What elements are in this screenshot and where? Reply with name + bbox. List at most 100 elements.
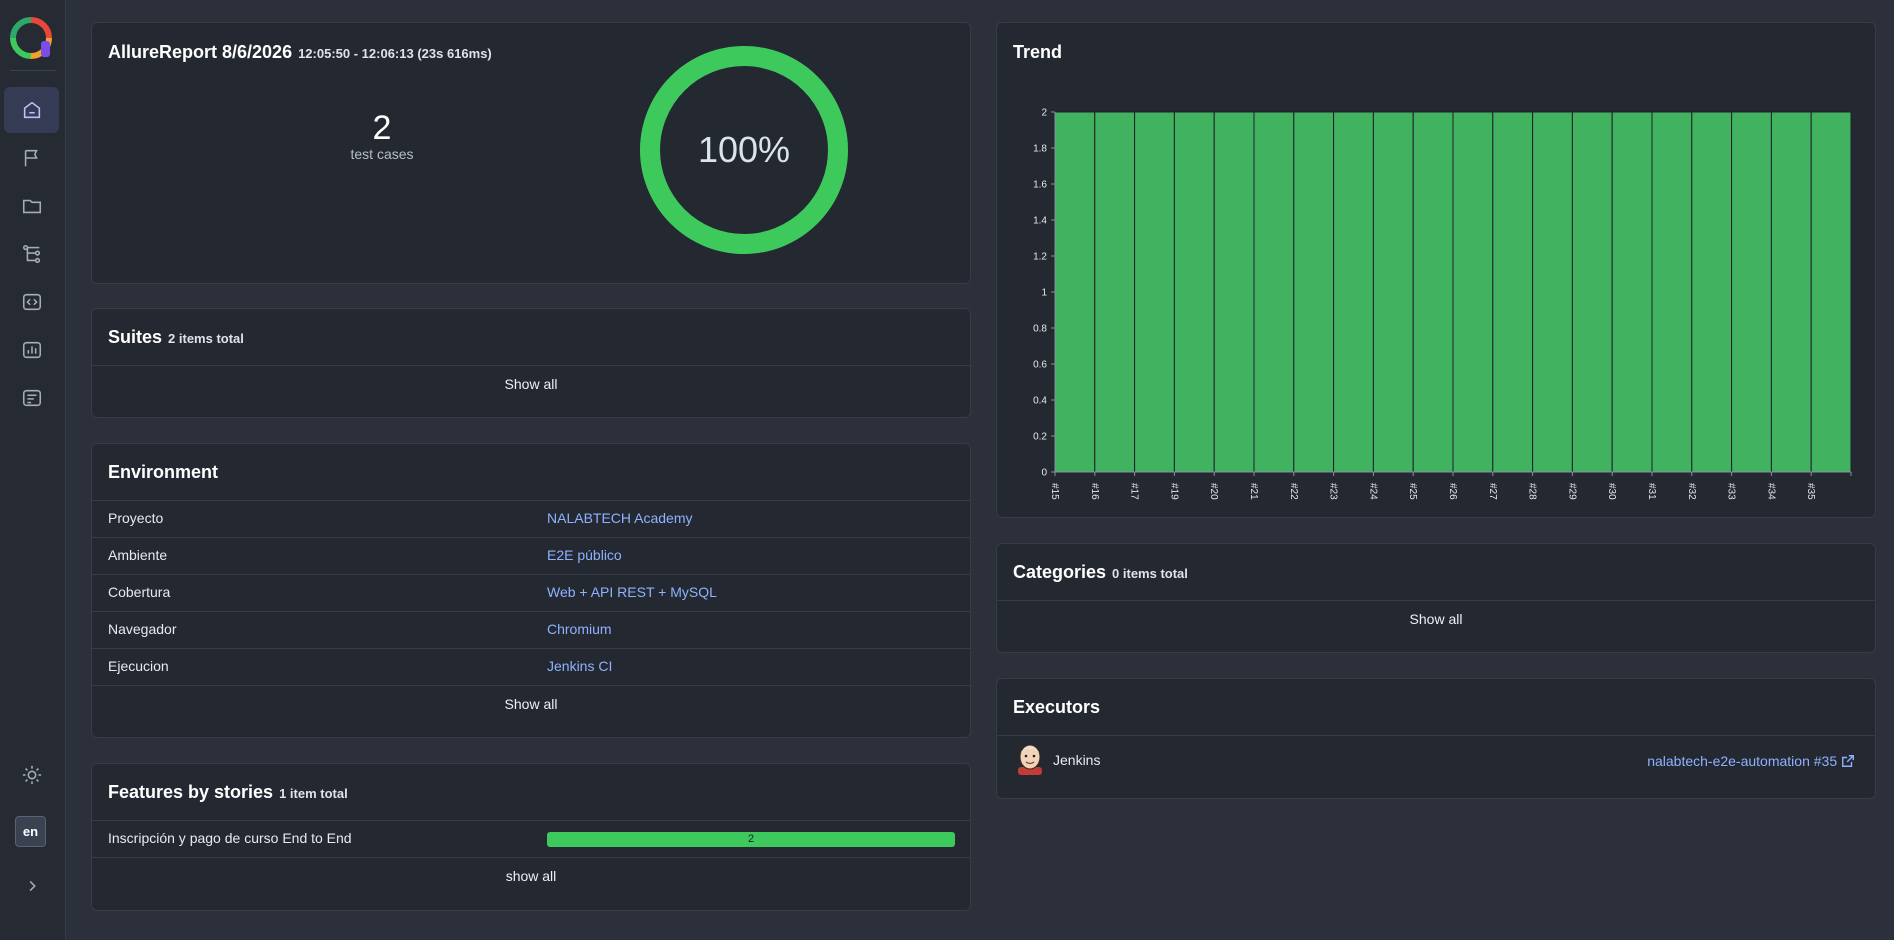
trend-bar [1731,111,1772,473]
trend-x-tick-label: #15 [1049,483,1060,500]
environment-row: Ejecucion Jenkins CI [92,648,970,685]
categories-title: Categories 0 items total [1013,562,1188,583]
trend-bar [1372,111,1414,473]
theme-toggle[interactable] [4,752,59,798]
trend-x-tick-label: #35 [1805,483,1816,500]
language-selector[interactable]: en [15,816,46,847]
feature-row[interactable]: Inscripción y pago de curso End to End 2 [92,820,970,857]
flag-icon [24,149,38,167]
code-icon [22,293,41,311]
donut-passed-arc [640,46,848,254]
environment-value: Web + API REST + MySQL [547,584,717,600]
trend-bar [1213,111,1255,473]
trend-x-tick-label: #34 [1765,483,1776,500]
categories-show-all-link[interactable]: Show all [1409,611,1463,627]
trend-bar [1571,111,1613,473]
trend-x-tick-label: #20 [1208,483,1219,500]
nav-categories[interactable] [4,135,59,181]
logo-divider [10,70,56,71]
environment-value: E2E público [547,547,622,563]
environment-row: Proyecto NALABTECH Academy [92,500,970,537]
trend-bar [1492,111,1534,473]
environment-value: NALABTECH Academy [547,510,693,526]
environment-key: Cobertura [108,584,171,600]
trend-bar [1333,111,1374,473]
categories-panel: Categories 0 items total Show all [996,543,1876,653]
suites-divider [92,365,970,366]
categories-count: 0 items total [1112,566,1188,581]
trend-bar [1253,111,1295,473]
sidebar: en [0,0,66,940]
features-count: 1 item total [279,786,348,801]
chevron-right-icon [29,880,36,892]
trend-bar [1293,111,1335,473]
environment-key: Proyecto [108,510,164,526]
trend-x-tick-label: #19 [1168,483,1179,500]
nav-overview[interactable] [4,87,59,133]
sun-icon [22,765,41,785]
trend-panel: Trend 0 0.2 0.4 0.6 0.8 1 1.2 1.4 1.6 1.8 2 #15 #16 #… [996,22,1876,518]
environment-key: Ejecucion [108,658,169,674]
allure-logo[interactable] [10,17,52,59]
trend-x-tick-label: #26 [1447,483,1458,500]
features-show-all-link[interactable]: show all [505,868,557,884]
nav-suites[interactable] [4,183,59,229]
trend-bar [1134,111,1175,473]
trend-x-tick-label: #21 [1248,483,1259,500]
suites-show-all-link[interactable]: Show all [504,376,558,392]
environment-show-all-link[interactable]: Show all [504,696,558,712]
categories-title-text: Categories [1013,562,1107,582]
trend-chart: 0 0.2 0.4 0.6 0.8 1 1.2 1.4 1.6 1.8 2 #15 #16 #17 #19 #… [1033,108,1852,500]
trend-x-tick-label: #16 [1089,483,1100,500]
suites-title: Suites 2 items total [108,327,244,348]
report-name: AllureReport 8/6/2026 [108,42,293,62]
trend-x-tick-label: #22 [1288,483,1299,500]
suites-count: 2 items total [168,331,244,346]
nav-graphs[interactable] [4,231,59,277]
trend-bar [1173,111,1215,473]
trend-y-tick-label: 0 [1041,468,1047,479]
home-icon [23,101,40,119]
environment-title: Environment [108,462,219,482]
trend-bar [1532,111,1573,473]
nav-packages[interactable] [4,375,59,421]
executor-name: Jenkins [1053,752,1101,768]
sidebar-expand-button[interactable] [4,863,59,909]
success-rate-donut [640,46,848,254]
trend-bar [1094,111,1136,473]
jenkins-icon [1018,744,1042,775]
external-link-icon [1842,755,1854,767]
features-divider [92,857,970,858]
categories-divider [997,600,1875,601]
feature-status-bar: 2 [547,832,955,847]
environment-key: Navegador [108,621,177,637]
trend-y-tick-label: 2 [1041,108,1047,119]
environment-key: Ambiente [108,547,168,563]
executors-title: Executors [1013,697,1101,717]
summary-panel: AllureReport 8/6/2026 12:05:50 - 12:06:13… [91,22,971,284]
environment-value: Chromium [547,621,612,637]
environment-row: Navegador Chromium [92,611,970,648]
bar-chart-icon [22,341,41,359]
trend-x-tick-label: #24 [1367,483,1378,500]
list-icon [22,389,41,407]
features-panel: Features by stories 1 item total Inscripc… [91,763,971,911]
trend-x-tick-label: #23 [1328,483,1339,500]
trend-bar [1651,111,1693,473]
report-title: AllureReport 8/6/2026 12:05:50 - 12:06:13… [108,42,492,63]
environment-panel: Environment Proyecto NALABTECH Academy A… [91,443,971,738]
executors-panel: Executors Jenkins nalabtech-e2e-automati… [996,678,1876,799]
environment-row: Cobertura Web + API REST + MySQL [92,574,970,611]
features-title: Features by stories 1 item total [108,782,348,803]
trend-x-tick-label: #32 [1686,483,1697,500]
features-title-text: Features by stories [108,782,274,802]
executors-divider [997,735,1875,736]
nav-behaviors[interactable] [4,327,59,373]
executor-build-link[interactable]: nalabtech-e2e-automation #35 [1647,753,1855,769]
trend-title: Trend [1013,42,1063,62]
trend-bar [1611,111,1653,473]
trend-bar [1770,111,1812,473]
nav-timeline[interactable] [4,279,59,325]
trend-y-tick-label: 1.6 [1033,180,1047,191]
trend-x-tick-label: #27 [1487,483,1498,500]
